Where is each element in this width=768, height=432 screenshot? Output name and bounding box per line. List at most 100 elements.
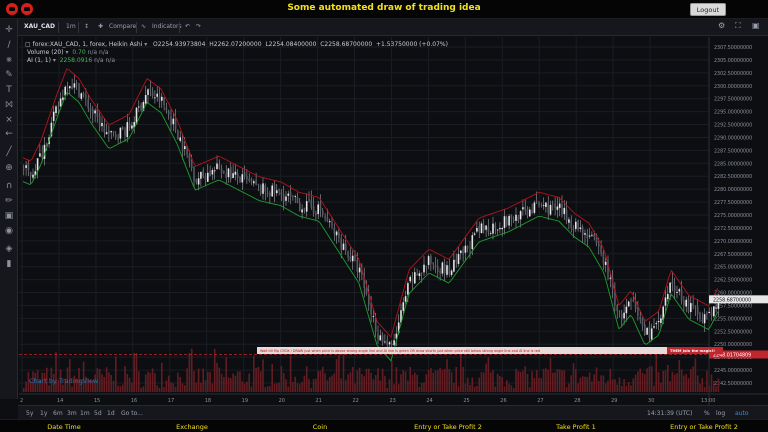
- volume-bar: [246, 381, 248, 392]
- volume-bar: [315, 378, 317, 392]
- compare-button[interactable]: Compare: [109, 23, 137, 30]
- time-tick-label: 19: [242, 398, 248, 404]
- join-magic-button[interactable]: [667, 347, 723, 354]
- range-1m[interactable]: 1m: [80, 410, 90, 417]
- brush-icon[interactable]: ✎: [5, 70, 13, 80]
- lock-icon[interactable]: ▣: [4, 211, 14, 221]
- candle: [345, 243, 347, 251]
- range-5d[interactable]: 5d: [94, 410, 102, 417]
- trash-icon[interactable]: ▮: [6, 259, 12, 269]
- range-5y[interactable]: 5y: [26, 410, 34, 417]
- candle: [657, 321, 660, 323]
- screenshot-icon[interactable]: ▣: [752, 21, 760, 30]
- volume-bar: [457, 386, 460, 392]
- range-6m[interactable]: 6m: [53, 410, 63, 417]
- series-visibility-icon[interactable]: ▢: [25, 41, 31, 48]
- volume-bar: [418, 387, 421, 392]
- volume-bar: [581, 376, 584, 392]
- volume-bar: [172, 383, 175, 392]
- log-toggle[interactable]: log: [716, 410, 726, 417]
- volume-bar: [568, 383, 570, 392]
- volume-bar: [529, 387, 531, 392]
- chart-type-icon[interactable]: ↕: [84, 23, 90, 30]
- candle: [289, 191, 292, 197]
- candle: [531, 210, 533, 213]
- candle: [407, 283, 409, 295]
- indicators-button[interactable]: Indicators: [152, 23, 182, 30]
- logout-button[interactable]: Logout: [689, 3, 726, 16]
- fullscreen-icon[interactable]: ⛶: [735, 21, 741, 30]
- candle: [62, 97, 64, 100]
- candle: [667, 294, 669, 300]
- utc-clock[interactable]: 14:31:39 (UTC): [647, 410, 693, 417]
- price-chart[interactable]: 2307.50000000 2305.00000000 2302.50000000 2…: [19, 37, 768, 407]
- layers-icon[interactable]: ◈: [5, 244, 13, 254]
- study-menu-icon[interactable]: ▾: [52, 57, 56, 64]
- volume-bar: [324, 373, 326, 392]
- column-entry: Entry or Take Profit 2: [414, 423, 482, 431]
- volume-bar: [276, 383, 278, 392]
- range-3m[interactable]: 3m: [67, 410, 77, 417]
- volume-bar: [437, 370, 439, 392]
- percent-toggle[interactable]: %: [704, 410, 710, 417]
- candle: [34, 171, 37, 176]
- volume-bar: [395, 367, 398, 392]
- candle: [485, 225, 487, 230]
- redo-icon[interactable]: ↷: [196, 23, 202, 30]
- candle: [446, 265, 448, 275]
- volume-bar: [287, 386, 290, 392]
- candle: [625, 306, 628, 314]
- pattern-icon[interactable]: ⨝: [5, 100, 13, 110]
- candle: [43, 144, 46, 159]
- interval-selector[interactable]: 1m: [66, 23, 76, 30]
- ruler-icon[interactable]: ╱: [6, 147, 12, 157]
- prediction-icon[interactable]: ⨯: [5, 115, 13, 125]
- eye-icon[interactable]: ◉: [5, 226, 13, 236]
- symbol-search[interactable]: XAU_CAD: [24, 23, 55, 30]
- compare-icon[interactable]: ✚: [98, 23, 104, 30]
- auto-scale-toggle[interactable]: auto: [735, 410, 749, 417]
- volume-bar: [623, 379, 625, 392]
- volume-bar: [41, 372, 43, 392]
- range-1d[interactable]: 1d: [107, 410, 115, 417]
- volume-bar: [717, 378, 720, 392]
- candle: [165, 107, 168, 110]
- candle: [23, 168, 25, 170]
- candle: [271, 185, 273, 197]
- ai-na: n/a: [105, 57, 116, 64]
- volume-bar: [213, 348, 216, 392]
- indicators-icon[interactable]: ∿: [141, 23, 147, 30]
- series-title: forex:XAU_CAD, 1, forex, Heikin Ashi: [32, 41, 143, 48]
- zoom-icon[interactable]: ⊕: [5, 163, 13, 173]
- goto-date[interactable]: Go to...: [121, 410, 143, 417]
- volume-bar: [264, 387, 267, 392]
- ai-study-label[interactable]: AI (1, 1): [27, 57, 51, 64]
- magnet-icon[interactable]: ∩: [5, 181, 13, 191]
- candle: [418, 273, 421, 277]
- volume-bar: [358, 367, 361, 392]
- stay-drawing-icon[interactable]: ✏: [5, 196, 13, 206]
- candle: [174, 117, 177, 130]
- candle: [80, 93, 83, 99]
- volume-study-label[interactable]: Volume (20): [27, 49, 64, 56]
- trend-line-icon[interactable]: ∕: [7, 40, 11, 50]
- volume-bar: [662, 370, 664, 392]
- arrow-icon[interactable]: ←: [5, 129, 13, 139]
- candle: [92, 109, 94, 115]
- study-menu-icon[interactable]: ▾: [65, 49, 69, 56]
- volume-bar: [133, 352, 135, 392]
- candle: [108, 130, 110, 134]
- tradingview-watermark[interactable]: Chart by TradingView: [29, 377, 99, 385]
- settings-icon[interactable]: ⚙: [718, 21, 726, 30]
- range-1y[interactable]: 1y: [40, 410, 48, 417]
- candle: [650, 328, 653, 340]
- series-menu-icon[interactable]: ▾: [144, 41, 148, 48]
- pitchfork-icon[interactable]: ⨳: [6, 55, 12, 65]
- candle: [161, 96, 163, 101]
- candle: [282, 194, 285, 202]
- text-icon[interactable]: T: [6, 85, 12, 95]
- volume-bar: [75, 378, 78, 392]
- volume-bar: [414, 372, 416, 392]
- undo-icon[interactable]: ↶: [185, 23, 191, 30]
- crosshair-icon[interactable]: ✛: [5, 25, 13, 35]
